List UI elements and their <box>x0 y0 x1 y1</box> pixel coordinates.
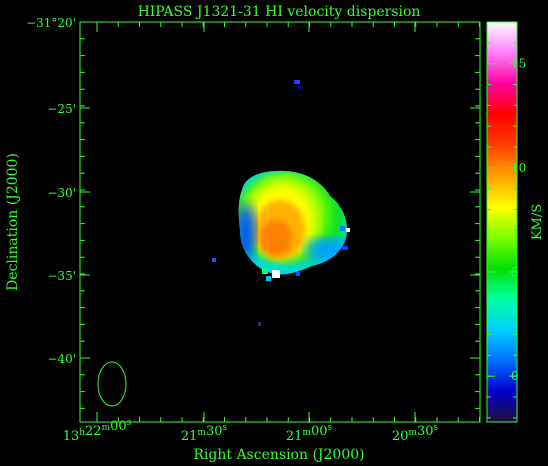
x-tick-label: 13h22m00s <box>63 418 132 444</box>
y-ticks <box>80 21 480 409</box>
x-tick-label: 21m30s <box>181 423 228 444</box>
colorbar-label: KM/S <box>530 204 545 240</box>
y-tick-label: −25' <box>47 102 76 116</box>
map-title: HIPASS J1321-31 HI velocity dispersion <box>138 4 421 20</box>
colorbar <box>486 21 518 423</box>
y-tick-label: −35' <box>47 269 76 283</box>
x-tick-labels: 13h22m00s 21m30s 21m00s 20m30s <box>63 418 439 444</box>
x-ticks <box>96 22 480 422</box>
y-axis-label: Declination (J2000) <box>5 153 21 291</box>
y-tick-label: −40' <box>47 352 76 366</box>
galaxy-emission <box>212 80 350 326</box>
y-tick-label: −30' <box>47 186 76 200</box>
colorbar-tick-label: 15 <box>511 57 526 71</box>
beam-ellipse <box>97 361 127 407</box>
x-tick-label: 21m00s <box>286 423 333 444</box>
x-axis-label: Right Ascension (J2000) <box>193 447 364 463</box>
x-tick-label: 20m30s <box>392 423 439 444</box>
y-tick-label: −31°20' <box>26 16 76 30</box>
colorbar-tick-label: 10 <box>511 161 526 175</box>
y-tick-labels: −31°20' −25' −30' −35' −40' <box>26 16 76 366</box>
